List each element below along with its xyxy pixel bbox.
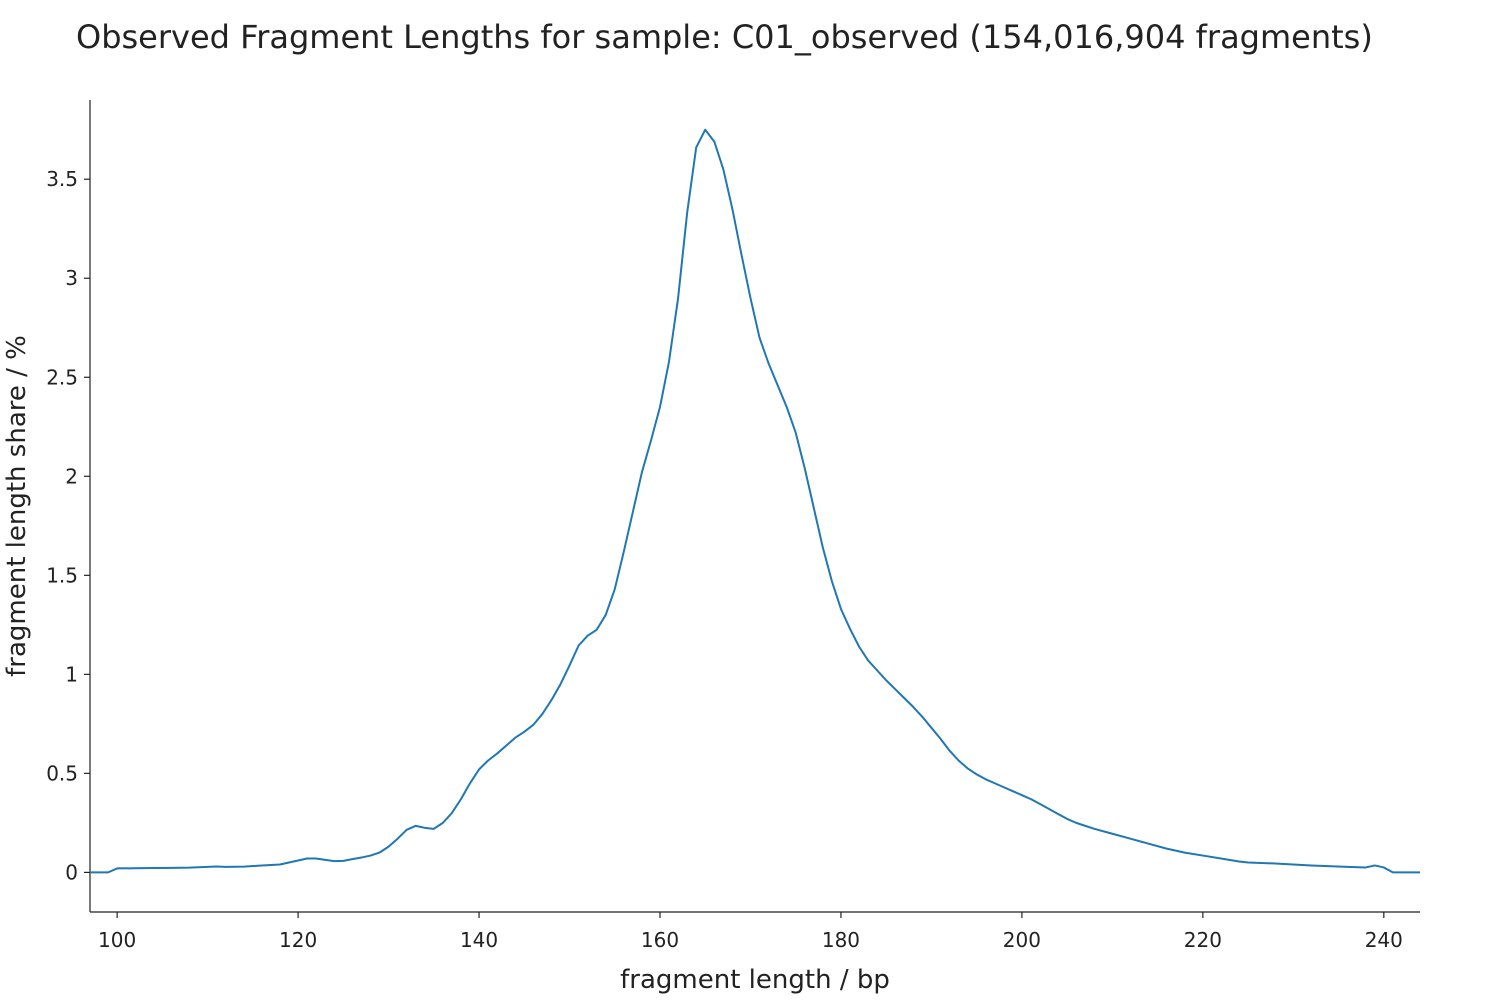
x-tick-label: 120 bbox=[279, 928, 317, 952]
y-tick-label: 1 bbox=[65, 662, 78, 686]
x-tick-label: 200 bbox=[1003, 928, 1041, 952]
x-tick-label: 140 bbox=[460, 928, 498, 952]
y-tick-label: 1.5 bbox=[46, 563, 78, 587]
x-tick-label: 180 bbox=[822, 928, 860, 952]
y-tick-label: 0 bbox=[65, 860, 78, 884]
y-tick-label: 2 bbox=[65, 464, 78, 488]
y-axis-label: fragment length share / % bbox=[2, 335, 32, 677]
x-tick-label: 220 bbox=[1184, 928, 1222, 952]
x-axis-label: fragment length / bp bbox=[620, 965, 890, 995]
x-ticks: 100 120 140 160 180 200 220 240 bbox=[98, 912, 1403, 952]
plot-area: 100 120 140 160 180 200 220 240 0 0.5 1 1.5 2 2.5 3 3.… bbox=[46, 100, 1420, 952]
chart-title: Observed Fragment Lengths for sample: C0… bbox=[76, 18, 1373, 56]
x-tick-label: 240 bbox=[1365, 928, 1403, 952]
y-ticks: 0 0.5 1 1.5 2 2.5 3 3.5 bbox=[46, 167, 90, 884]
series-line-0 bbox=[90, 128, 1420, 874]
y-tick-label: 3 bbox=[65, 266, 78, 290]
x-tick-label: 160 bbox=[641, 928, 679, 952]
y-tick-label: 2.5 bbox=[46, 365, 78, 389]
y-tick-label: 3.5 bbox=[46, 167, 78, 191]
y-tick-label: 0.5 bbox=[46, 761, 78, 785]
x-tick-label: 100 bbox=[98, 928, 136, 952]
